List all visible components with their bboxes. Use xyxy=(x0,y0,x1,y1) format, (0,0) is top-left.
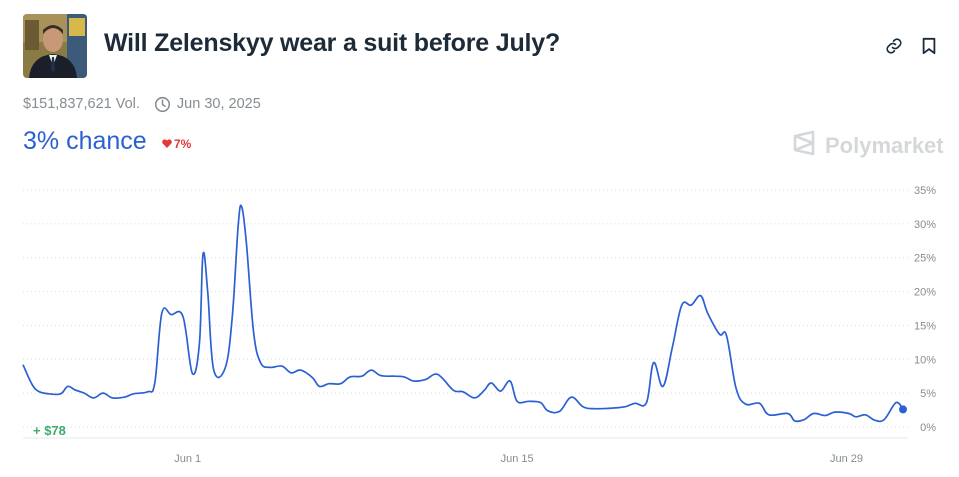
gain-annotation: + $78 xyxy=(33,423,66,438)
x-tick-label: Jun 29 xyxy=(830,453,863,465)
y-tick-label: 25% xyxy=(914,253,936,265)
end-date: Jun 30, 2025 xyxy=(176,96,261,112)
market-meta: $151,837,621 Vol. Jun 30, 2025 xyxy=(23,94,261,114)
link-icon[interactable] xyxy=(883,35,905,57)
volume-label: $151,837,621 Vol. xyxy=(23,96,140,112)
x-tick-label: Jun 15 xyxy=(501,453,534,465)
y-tick-label: 35% xyxy=(914,185,936,197)
y-tick-label: 5% xyxy=(920,388,936,400)
current-point-marker xyxy=(899,405,907,414)
y-tick-label: 30% xyxy=(914,219,936,231)
y-tick-label: 0% xyxy=(920,422,936,434)
clock-icon xyxy=(154,96,171,113)
y-tick-label: 15% xyxy=(914,320,936,332)
bookmark-icon[interactable] xyxy=(918,35,940,57)
heart-down-icon xyxy=(162,137,172,151)
change-badge: 7% xyxy=(162,137,191,151)
brand-logo: Polymarket xyxy=(792,130,944,162)
series-line xyxy=(22,204,904,423)
x-tick-label: Jun 1 xyxy=(174,453,201,465)
polymarket-icon xyxy=(792,130,816,162)
market-title: Will Zelenskyy wear a suit before July? xyxy=(104,29,561,57)
brand-name: Polymarket xyxy=(825,133,944,158)
market-image xyxy=(23,14,87,78)
y-tick-label: 10% xyxy=(914,354,936,366)
y-tick-label: 20% xyxy=(914,287,936,299)
change-value: 7% xyxy=(174,137,192,151)
chance-label: 3% chance xyxy=(23,127,147,155)
